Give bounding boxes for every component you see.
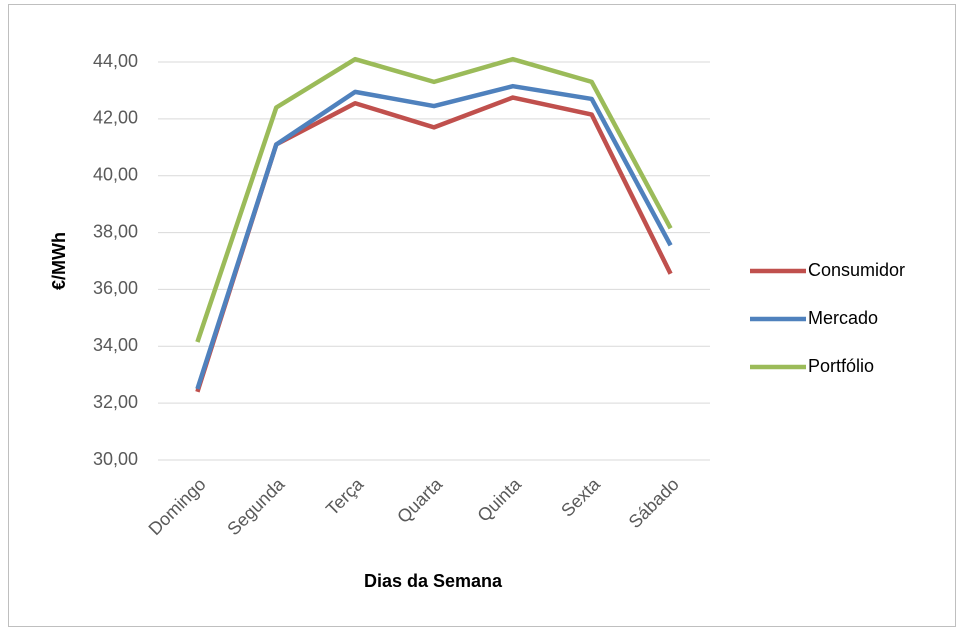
legend-label: Consumidor [808,260,905,280]
x-axis-title: Dias da Semana [364,571,503,591]
legend-label: Mercado [808,308,878,328]
y-tick-label: 38,00 [93,221,138,241]
legend-label: Portfólio [808,356,874,376]
y-tick-label: 32,00 [93,392,138,412]
y-axis-title: €/MWh [49,232,69,290]
y-tick-label: 34,00 [93,335,138,355]
y-tick-label: 44,00 [93,51,138,71]
y-tick-label: 36,00 [93,278,138,298]
series-line [195,83,673,390]
y-tick-label: 30,00 [93,449,138,469]
y-tick-label: 40,00 [93,164,138,184]
series-line [195,56,673,343]
y-tick-label: 42,00 [93,108,138,128]
